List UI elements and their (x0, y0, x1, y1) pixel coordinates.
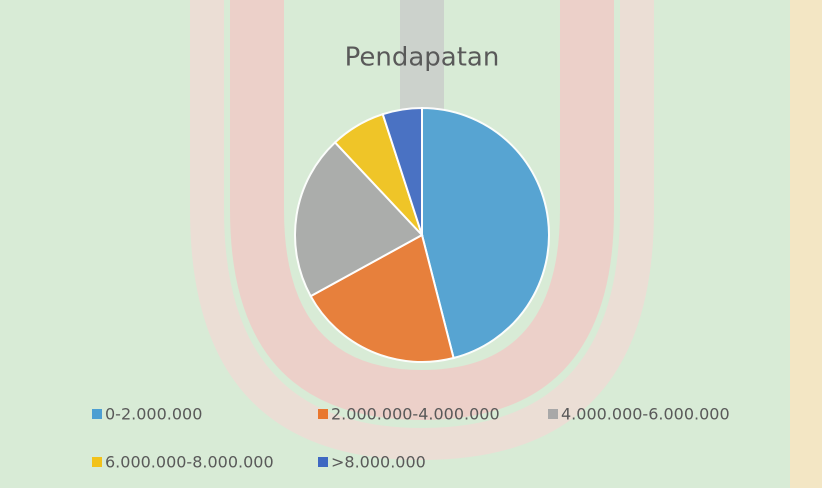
legend-label: 0-2.000.000 (105, 405, 202, 424)
pie-slice (421, 106, 550, 360)
legend-swatch (318, 409, 328, 419)
pie-slice (381, 106, 423, 236)
watermark (400, 0, 444, 110)
legend: 0-2.000.000 2.000.000-4.000.000 4.000.000-… (92, 405, 730, 472)
legend-swatch (92, 457, 102, 467)
watermark (230, 0, 614, 420)
legend-label: 4.000.000-6.000.000 (561, 405, 730, 424)
pie-slice (294, 141, 424, 298)
legend-swatch (548, 409, 558, 419)
pie-slice (309, 233, 455, 363)
legend-label: 6.000.000-8.000.000 (105, 453, 274, 472)
legend-label: >8.000.000 (331, 453, 426, 472)
chart-title: Pendapatan (345, 43, 500, 73)
legend-swatch (92, 409, 102, 419)
legend-swatch (318, 457, 328, 467)
legend-label: 2.000.000-4.000.000 (331, 405, 500, 424)
background-edge (790, 0, 822, 488)
pie (294, 106, 550, 363)
